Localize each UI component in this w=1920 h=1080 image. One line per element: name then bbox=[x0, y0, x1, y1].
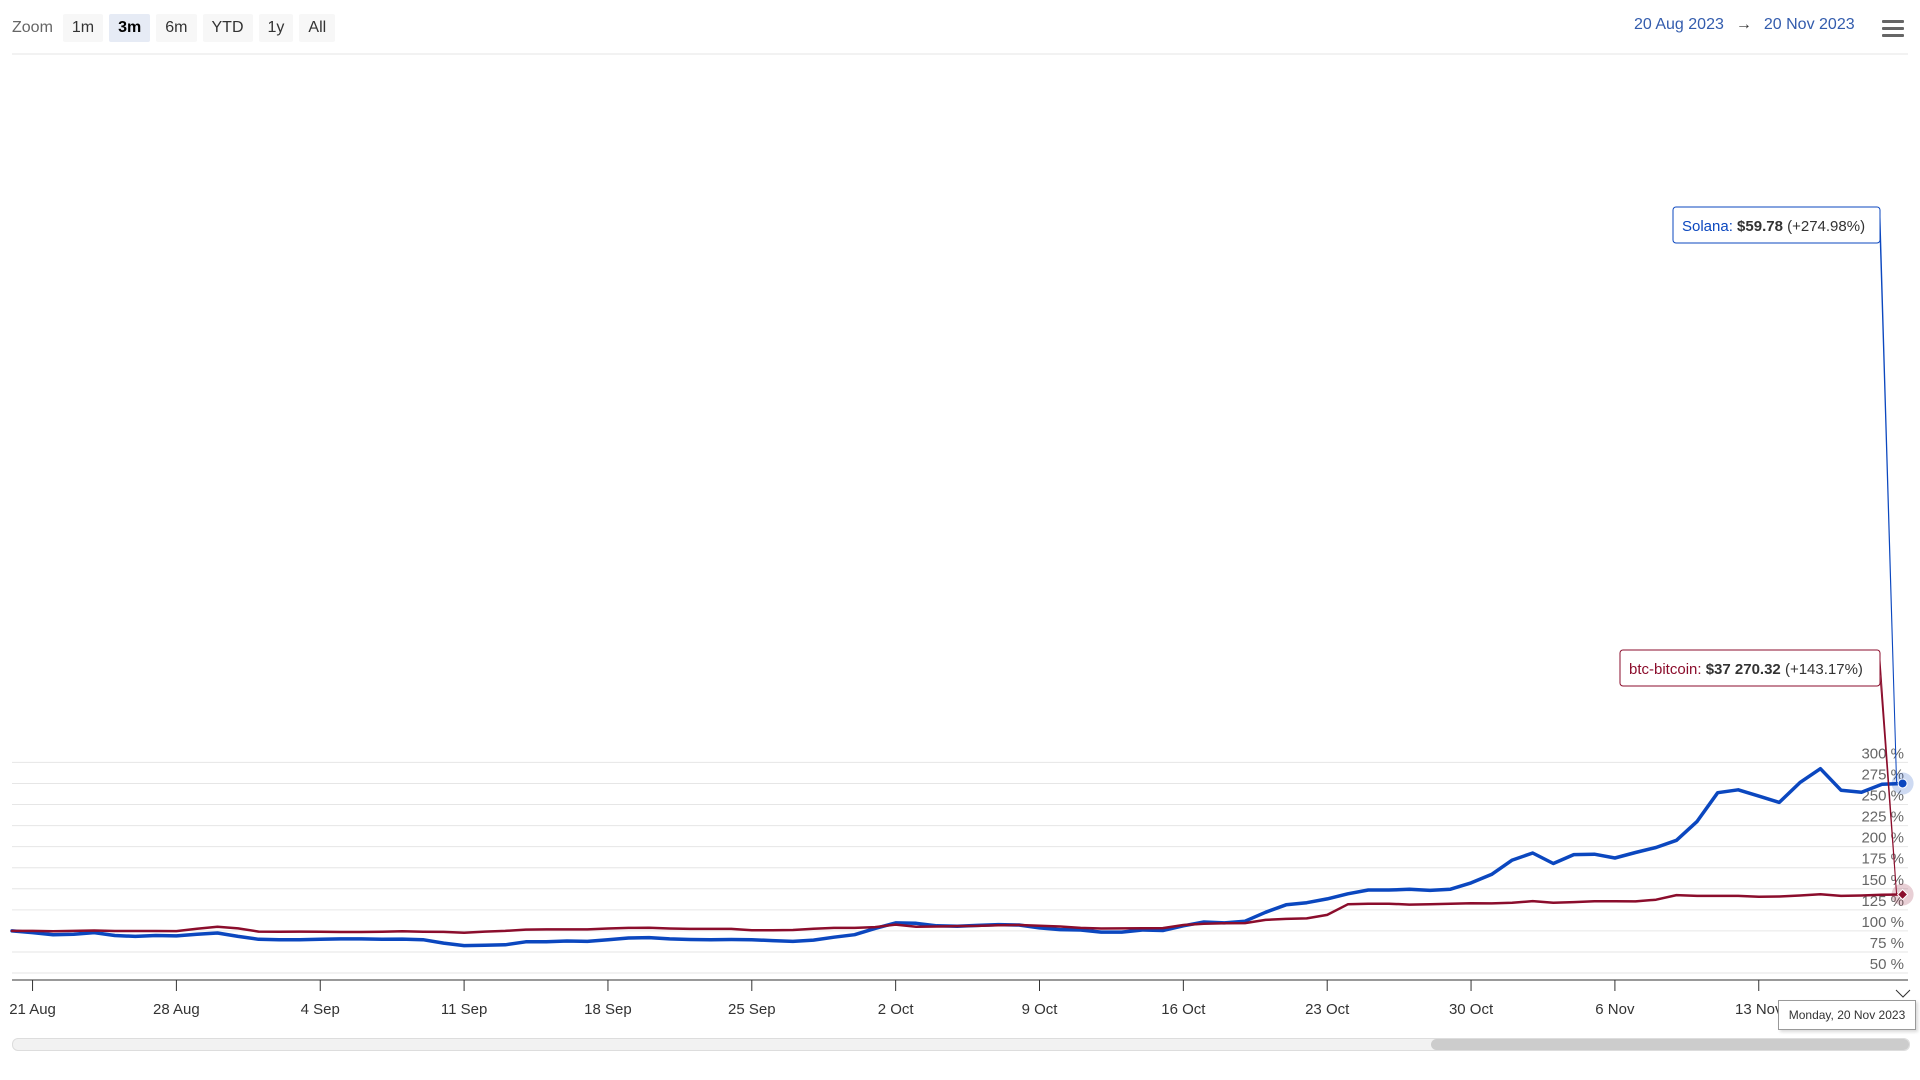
zoom-label: Zoom bbox=[12, 19, 53, 36]
x-tick-label: 9 Oct bbox=[1022, 1001, 1059, 1018]
tooltip-box bbox=[1672, 206, 1881, 244]
tooltip-value: $59.78 bbox=[1737, 218, 1787, 235]
y-tick-label: 175 % bbox=[1861, 851, 1904, 868]
y-tick-label: 125 % bbox=[1861, 893, 1904, 910]
x-tick-label: 23 Oct bbox=[1305, 1001, 1350, 1018]
tooltip-date: Monday, 20 Nov 2023 bbox=[1778, 1000, 1916, 1030]
y-tick-label: 100 % bbox=[1861, 914, 1904, 931]
tooltip-pointer bbox=[1879, 216, 1898, 784]
scrollbar-thumb[interactable] bbox=[1431, 1039, 1909, 1050]
y-tick-label: 150 % bbox=[1861, 872, 1904, 889]
x-tick-label: 2 Oct bbox=[878, 1001, 915, 1018]
x-tick-label: 4 Sep bbox=[301, 1001, 340, 1018]
tooltip-text: Solana: $59.78 (+274.98%) bbox=[1682, 218, 1865, 235]
zoom-all-button[interactable]: All bbox=[299, 14, 336, 42]
series-line-solana bbox=[10, 766, 1905, 948]
x-tick-label: 28 Aug bbox=[153, 1001, 200, 1018]
crosshair-indicator bbox=[1895, 989, 1911, 998]
x-tick-label: 6 Nov bbox=[1595, 1001, 1635, 1018]
range-arrow: → bbox=[1735, 16, 1752, 33]
y-tick-label: 75 % bbox=[1870, 935, 1904, 952]
series-last-point bbox=[1897, 778, 1908, 789]
tooltip-series-name: Solana: bbox=[1682, 218, 1737, 235]
tooltip-box bbox=[1619, 649, 1881, 687]
x-tick-label: 21 Aug bbox=[9, 1001, 56, 1018]
tooltip-change: (+143.17%) bbox=[1785, 661, 1863, 678]
x-tick-label: 13 Nov bbox=[1735, 1001, 1783, 1018]
tooltip-series-name: btc-bitcoin: bbox=[1629, 661, 1706, 678]
x-tick-label: 11 Sep bbox=[441, 1001, 487, 1018]
zoom-6m-button[interactable]: 6m bbox=[156, 14, 197, 42]
tooltip-text: btc-bitcoin: $37 270.32 (+143.17%) bbox=[1629, 661, 1863, 678]
tooltip-value: $37 270.32 bbox=[1706, 661, 1785, 678]
zoom-toolbar: Zoom 1m 3m 6m YTD 1y All bbox=[12, 14, 336, 42]
x-tick-label: 25 Sep bbox=[728, 1001, 776, 1018]
date-range: 20 Aug 2023 → 20 Nov 2023 bbox=[1634, 16, 1855, 34]
series-last-point bbox=[1896, 888, 1909, 901]
tooltip-pointer bbox=[1879, 659, 1898, 895]
x-tick-label: 18 Sep bbox=[584, 1001, 632, 1018]
zoom-1y-button[interactable]: 1y bbox=[258, 14, 294, 42]
series-line-btc-bitcoin bbox=[10, 892, 1904, 935]
x-tick-label: 16 Oct bbox=[1161, 1001, 1206, 1018]
zoom-3m-button[interactable]: 3m bbox=[109, 14, 151, 42]
chart-scrollbar[interactable] bbox=[12, 1038, 1910, 1051]
tooltip-change: (+274.98%) bbox=[1787, 218, 1865, 235]
y-tick-label: 200 % bbox=[1861, 830, 1904, 847]
range-to-input[interactable]: 20 Nov 2023 bbox=[1763, 16, 1855, 33]
hamburger-menu-icon[interactable] bbox=[1882, 20, 1904, 40]
y-tick-label: 225 % bbox=[1861, 809, 1904, 826]
zoom-ytd-button[interactable]: YTD bbox=[202, 14, 253, 42]
zoom-1m-button[interactable]: 1m bbox=[62, 14, 104, 42]
x-tick-label: 30 Oct bbox=[1449, 1001, 1494, 1018]
y-tick-label: 275 % bbox=[1861, 766, 1904, 783]
range-from-input[interactable]: 20 Aug 2023 bbox=[1634, 16, 1724, 33]
y-tick-label: 250 % bbox=[1861, 788, 1904, 805]
y-tick-label: 50 % bbox=[1870, 956, 1904, 973]
y-tick-label: 300 % bbox=[1861, 745, 1904, 762]
